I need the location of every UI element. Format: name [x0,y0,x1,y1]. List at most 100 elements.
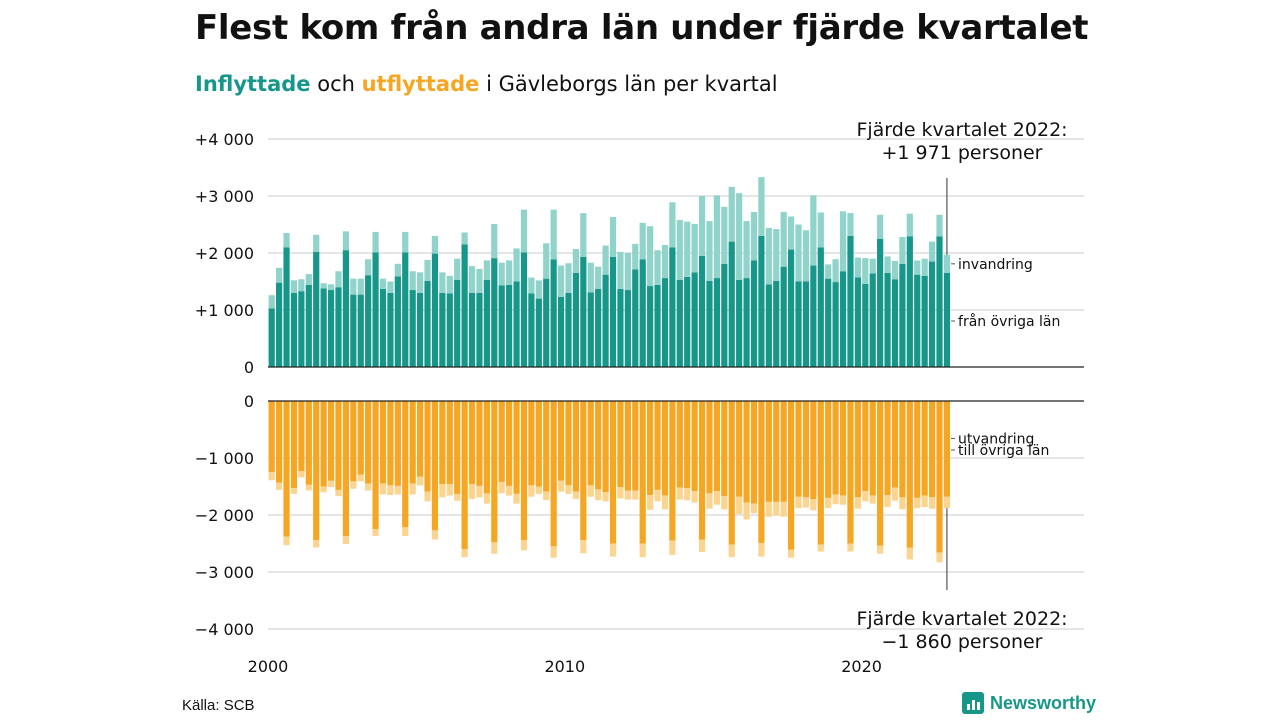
y-ticks: +4 000 +3 000 +2 000 +1 000 0 0 −1 000 −2 000 −3… [195,130,254,639]
bar-emigration [409,483,416,495]
bar-immigration [706,221,713,281]
bar-domestic-out [424,401,431,492]
bar-domestic-in [461,244,468,367]
bar-domestic-in [535,298,542,367]
bar-emigration [372,529,379,537]
bar-domestic-in [565,292,572,367]
bar-domestic-in [647,286,654,367]
bar-immigration [513,248,520,282]
bar-domestic-out [394,401,401,486]
bar-domestic-out [854,401,861,498]
bar-domestic-out [313,401,320,541]
bar-domestic-out [891,401,899,488]
bar-domestic-out [454,401,461,494]
bar-emigration [283,536,290,546]
bar-emigration [632,490,639,500]
bar-domestic-out [802,401,810,498]
bar-domestic-in [617,288,624,367]
bar-emigration [276,482,283,490]
bar-domestic-out [698,401,706,540]
bar-domestic-in [906,236,913,367]
bar-domestic-out [268,401,275,473]
bar-domestic-in [424,280,431,367]
bar-domestic-out [305,401,312,485]
bar-emigration [661,495,669,510]
bar-emigration [342,536,349,545]
bar-domestic-out [439,401,446,485]
bar-immigration [788,216,795,250]
bar-immigration [535,280,542,299]
bar-immigration [669,202,676,248]
bar-emigration [468,484,476,500]
bar-domestic-in [543,278,550,367]
bar-immigration [268,295,275,309]
bar-emigration [810,499,817,511]
bar-immigration [647,226,654,287]
bar-immigration [698,196,706,256]
bar-domestic-in [454,279,461,367]
bar-emigration [520,540,528,551]
brand-logo: Newsworthy [962,692,1096,714]
bar-emigration [743,502,750,520]
bar-domestic-in [721,263,728,367]
bar-immigration [832,259,839,283]
label-immigration: invandring [958,257,1033,273]
bar-domestic-in [595,288,602,367]
bar-domestic-in [817,247,824,367]
bar-immigration [305,274,312,285]
bar-emigration [802,497,810,508]
bar-domestic-out [639,401,646,544]
bar-immigration [565,263,572,293]
bar-domestic-in [580,256,587,367]
bar-domestic-in [943,272,951,367]
bar-domestic-in [869,273,876,367]
bar-domestic-in [298,291,305,367]
bar-domestic-in [357,294,364,367]
bar-domestic-out [750,401,758,504]
bar-domestic-in [654,284,661,367]
bar-domestic-in [773,280,780,367]
y-tick-bottom: −2 000 [195,506,254,525]
bar-domestic-out [476,401,483,486]
bar-emigration [357,474,364,482]
bar-domestic-out [461,401,468,550]
bar-domestic-in [506,284,513,367]
bar-domestic-out [684,401,691,489]
bar-domestic-in [928,261,936,367]
bar-domestic-out [914,401,921,498]
bar-immigration [765,227,772,285]
bar-domestic-out [609,401,617,544]
bar-emigration [817,544,824,552]
bar-emigration [877,545,884,554]
bar-domestic-in [676,279,683,367]
bar-domestic-out [320,401,327,487]
y-tick-top: +4 000 [195,130,254,149]
bar-immigration [602,245,609,275]
bar-domestic-in [602,274,609,367]
bar-domestic-in [320,288,327,367]
bar-emigration [543,491,550,501]
bar-immigration [661,245,669,279]
bar-domestic-out [884,401,891,496]
bar-emigration [498,481,505,494]
bar-domestic-out [572,401,580,492]
bar-immigration [825,264,832,279]
bar-immigration [313,234,320,252]
bar-domestic-out [350,401,357,482]
bar-domestic-out [290,401,298,489]
bar-domestic-out [921,401,928,496]
bar-domestic-out [936,401,943,553]
bar-domestic-out [550,401,557,547]
bar-immigration [491,223,498,259]
bar-emigration [936,552,943,563]
bar-domestic-in [587,292,594,367]
subtitle-utflyttade: utflyttade [361,72,480,96]
bar-immigration [402,231,409,253]
bar-immigration [439,272,446,293]
bar-domestic-in [847,235,854,367]
label-emigration: utvandring [958,431,1034,447]
bar-emigration [528,485,535,497]
bar-emigration [424,491,431,502]
bar-domestic-in [877,238,884,367]
bar-domestic-in [854,277,861,367]
